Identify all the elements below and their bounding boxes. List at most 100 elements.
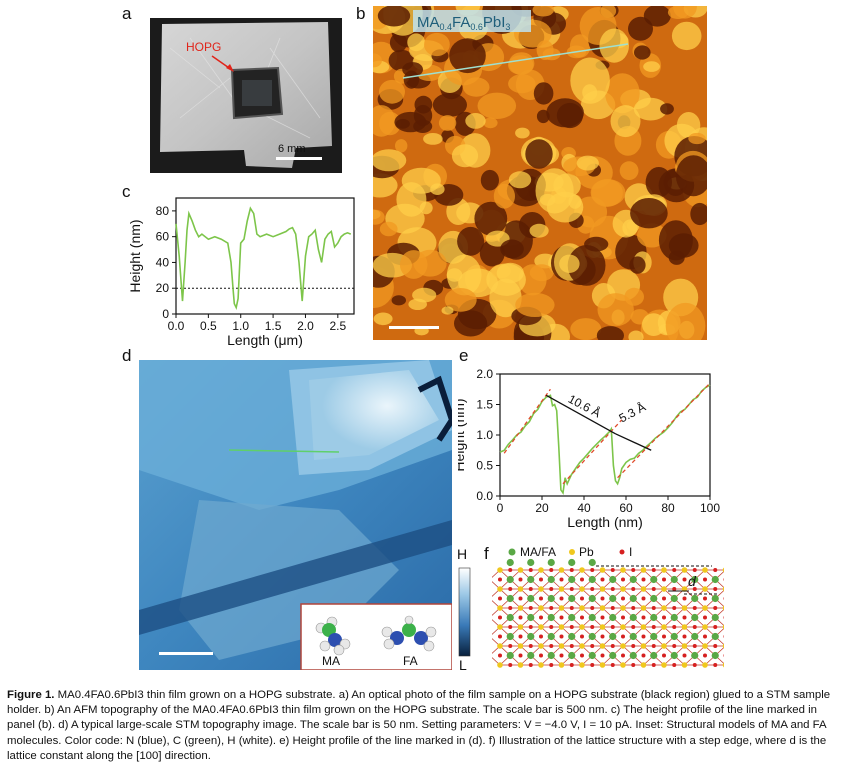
legend-mafa-dot: [508, 548, 516, 556]
afm-grain: [493, 183, 515, 209]
i-atom: [641, 653, 646, 658]
mafa-molecule: [691, 575, 699, 584]
i-atom: [600, 596, 605, 601]
i-atom: [662, 596, 666, 601]
x-tick-label: 0.0: [168, 319, 185, 333]
i-atom: [662, 577, 666, 582]
i-atom: [610, 606, 615, 610]
arrow-5-3: [615, 433, 652, 451]
sample-label-bg: [413, 10, 531, 32]
afm-grain: [449, 38, 486, 74]
i-atom: [580, 577, 584, 582]
i-atom: [692, 663, 697, 667]
pb-atom: [620, 586, 626, 592]
afm-grains: [373, 6, 707, 340]
pb-atom: [558, 586, 565, 592]
i-atom: [518, 577, 523, 582]
i-atom: [682, 653, 687, 658]
pb-atom: [517, 624, 524, 630]
chart-e: 0 20 40 60 80 100 0.0 0.5 1.0 1.5 2.0 Length (nm) He…: [458, 367, 720, 530]
afm-grain: [377, 6, 411, 27]
pb-atom: [681, 605, 688, 611]
afm-grain: [597, 293, 634, 327]
i-atom: [692, 587, 697, 591]
i-atom: [508, 606, 513, 610]
mafa-molecule: [691, 594, 699, 603]
pb-atom: [579, 605, 585, 611]
pb-atom: [681, 567, 688, 573]
pb-atom: [558, 643, 565, 649]
i-atom: [631, 625, 636, 629]
i-atom: [559, 615, 564, 620]
i-atom: [498, 653, 502, 658]
i-atom: [610, 625, 615, 629]
x-tick-label: 1.0: [232, 319, 249, 333]
mafa-molecule: [527, 651, 535, 660]
afm-grain: [610, 105, 641, 138]
x-tick-label: 1.5: [265, 319, 282, 333]
i-atom: [498, 615, 502, 620]
pb-atom: [497, 586, 503, 592]
pb-atom: [702, 605, 708, 611]
lattice-diag: [492, 619, 542, 666]
pb-atom: [517, 605, 524, 611]
i-atom: [723, 597, 724, 600]
colorbar-low: L: [459, 657, 467, 672]
x-tick-label: 0: [497, 501, 504, 515]
lattice-grid: [492, 558, 724, 668]
i-atom: [539, 615, 543, 620]
fit-line-2: [562, 419, 623, 485]
mafa-molecule: [629, 575, 637, 584]
afm-grain: [451, 144, 479, 168]
pb-atom: [722, 662, 724, 668]
i-atom: [590, 663, 595, 667]
i-atom: [631, 663, 636, 667]
afm-grain: [643, 61, 660, 72]
afm-grain: [525, 139, 553, 169]
i-atom: [610, 644, 615, 648]
mafa-molecule: [609, 575, 617, 584]
inset-fa-label: FA: [403, 654, 418, 668]
i-atom: [549, 663, 554, 667]
mafa-molecule: [568, 613, 576, 622]
i-atom: [641, 634, 646, 639]
scale-text-a: 6 mm: [278, 143, 306, 155]
x-tick-label: 2.5: [329, 319, 346, 333]
afm-grain: [576, 155, 599, 171]
mafa-molecule: [588, 594, 596, 603]
i-atom: [631, 644, 636, 648]
pb-atom: [640, 643, 647, 649]
i-atom: [682, 615, 687, 620]
i-atom: [528, 587, 533, 591]
afm-grain: [373, 53, 382, 68]
afm-grain: [379, 221, 398, 237]
d-label: d: [688, 573, 697, 589]
pb-atom: [722, 605, 724, 611]
afm-grain: [630, 198, 668, 229]
legend-pb-dot: [569, 549, 575, 555]
mafa-molecule: [527, 594, 535, 603]
pb-atom: [579, 586, 585, 592]
i-atom: [518, 615, 523, 620]
pb-atom: [497, 643, 503, 649]
i-atom: [621, 596, 625, 601]
afm-grain: [457, 226, 485, 256]
i-atom: [559, 634, 564, 639]
i-atom: [621, 615, 625, 620]
pb-atom: [681, 624, 688, 630]
i-atom: [672, 663, 677, 667]
annotation-5-3: 5.3 Å: [616, 399, 648, 425]
i-atom: [580, 653, 584, 658]
mafa-molecule: [568, 632, 576, 641]
afm-grain: [403, 70, 420, 89]
stm-image: MA FA: [139, 360, 452, 670]
afm-grain: [480, 169, 499, 191]
colorbar-high: H: [457, 546, 467, 562]
mafa-molecule: [547, 651, 555, 660]
afm-grain: [500, 239, 524, 259]
lattice-diag: [492, 569, 542, 616]
mafa-molecule: [588, 613, 596, 622]
i-atom: [672, 625, 677, 629]
i-atom: [590, 568, 595, 572]
terrace-high: [309, 370, 439, 460]
